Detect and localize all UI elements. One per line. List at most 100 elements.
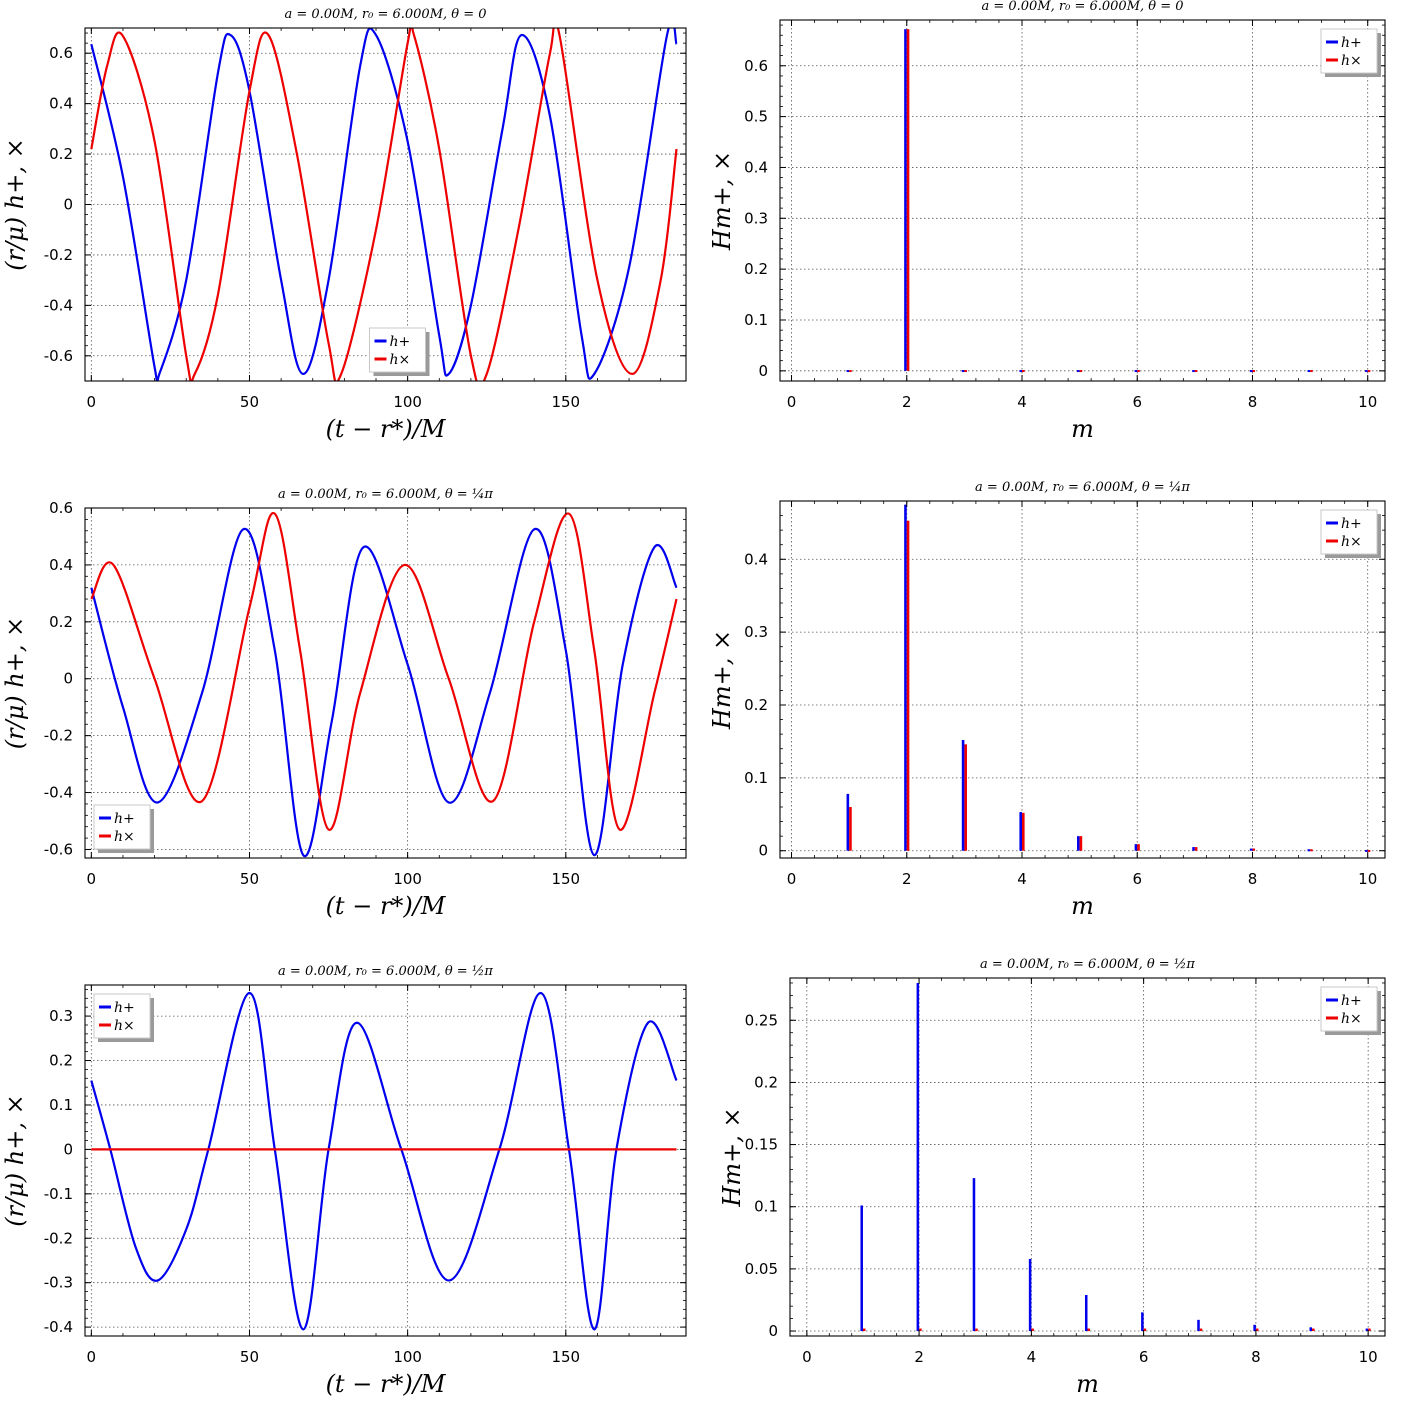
- bar-h-cross-m2: [906, 520, 910, 851]
- bar-h-cross-m1: [849, 807, 852, 851]
- y-tick-label: 0.1: [744, 311, 768, 329]
- legend-label-h-plus: h+: [1341, 516, 1362, 532]
- bar-h-cross-m10: [1368, 1328, 1371, 1332]
- y-tick-label: 0.6: [744, 57, 768, 75]
- bar-h-plus-m6: [1134, 844, 1138, 851]
- x-axis-label: (t − r*)/M: [326, 1370, 447, 1398]
- bar-h-cross-m7: [1194, 370, 1198, 373]
- bar-h-plus-m10: [1365, 849, 1368, 852]
- legend-label-h-cross: h×: [1341, 53, 1362, 69]
- y-tick-label: 0: [63, 1140, 73, 1158]
- x-tick-label: 4: [1017, 393, 1027, 411]
- bar-h-cross-m9: [1310, 370, 1313, 373]
- bar-h-plus-m5: [1077, 370, 1080, 373]
- bar-h-cross-m7: [1199, 1328, 1203, 1332]
- waveform-plot-theta-0: a = 0.00M, r₀ = 6.000M, θ = 0 0 50 100 150 -0…: [1, 7, 687, 443]
- bar-h-cross-m1: [862, 1328, 866, 1332]
- bar-h-plus-m8: [1253, 1324, 1256, 1332]
- x-tick-label: 0: [87, 870, 97, 888]
- y-tick-label: 0.3: [744, 209, 768, 227]
- y-tick-label: 0.2: [49, 613, 73, 631]
- chart-title: a = 0.00M, r₀ = 6.000M, θ = ¼π: [975, 480, 1190, 495]
- x-tick-label: 2: [914, 1348, 924, 1366]
- y-tick-label: 0.1: [49, 1096, 73, 1114]
- y-tick-label: 0.6: [49, 44, 73, 62]
- series-layer: [90, 991, 678, 1331]
- y-axis-label: Hm+, ×: [708, 630, 736, 730]
- x-tick-label: 6: [1132, 870, 1142, 888]
- x-tick-label: 50: [240, 870, 259, 888]
- bar-h-plus-m1: [846, 793, 850, 851]
- ticks: 0 2 4 6 8 10 0 0.05 0.1 0.15 0.2 0.25: [745, 978, 1385, 1366]
- bar-h-cross-m8: [1255, 1328, 1259, 1332]
- y-axis-label: Hm+, ×: [718, 1107, 746, 1207]
- legend: h+ h×: [1320, 509, 1381, 558]
- y-tick-label: -0.2: [44, 246, 73, 264]
- plot-frame: [789, 977, 1386, 1337]
- waveform-plot-theta-half-pi: a = 0.00M, r₀ = 6.000M, θ = ½π 0 50 100 150 -…: [1, 964, 687, 1398]
- x-tick-label: 10: [1359, 1348, 1378, 1366]
- spectrum-plot-theta-half-pi: a = 0.00M, r₀ = 6.000M, θ = ½π 0 2 4 6 8 10 0 0.…: [718, 957, 1386, 1398]
- bar-h-plus-m7: [1192, 370, 1195, 373]
- legend-label-h-cross: h×: [114, 829, 135, 845]
- bar-h-cross-m10: [1367, 849, 1371, 852]
- bar-h-cross-m8: [1252, 848, 1256, 851]
- x-tick-label: 150: [551, 870, 580, 888]
- bar-h-cross-m8: [1252, 370, 1256, 373]
- legend-box: [1320, 509, 1378, 555]
- y-tick-label: 0.1: [744, 769, 768, 787]
- series-line-h-cross: [90, 512, 678, 831]
- y-tick-label: 0: [758, 362, 768, 380]
- ticks: 0 2 4 6 8 10 0 0.1 0.2 0.3 0.4: [744, 501, 1385, 888]
- bar-h-cross-m6: [1143, 1328, 1147, 1332]
- bar-h-cross-m7: [1194, 847, 1198, 851]
- bar-h-plus-m3: [972, 1178, 976, 1332]
- legend: h+ h×: [93, 804, 154, 853]
- x-tick-label: 2: [902, 870, 912, 888]
- bar-h-plus-m3: [961, 370, 965, 373]
- x-tick-label: 0: [787, 393, 797, 411]
- y-tick-label: 0.2: [49, 1052, 73, 1070]
- y-tick-label: 0.4: [49, 556, 73, 574]
- y-tick-label: 0.6: [49, 499, 73, 517]
- x-tick-label: 10: [1358, 870, 1377, 888]
- y-tick-label: 0.3: [744, 623, 768, 641]
- bar-h-plus-m7: [1192, 847, 1195, 851]
- legend: h+ h×: [1320, 986, 1381, 1035]
- y-tick-label: -0.6: [44, 840, 73, 858]
- x-tick-label: 100: [393, 870, 422, 888]
- bar-h-cross-m6: [1137, 370, 1140, 373]
- plot-frame: [779, 500, 1386, 859]
- legend: h+ h×: [1320, 28, 1381, 77]
- series-line-h-cross: [90, 28, 678, 381]
- x-tick-label: 150: [551, 1348, 580, 1366]
- y-tick-label: 0.4: [744, 550, 768, 568]
- grid: [780, 20, 1385, 381]
- y-tick-label: 0.3: [49, 1007, 73, 1025]
- legend-label-h-plus: h+: [1341, 35, 1362, 51]
- x-axis-label: (t − r*)/M: [326, 415, 447, 443]
- y-tick-label: 0.5: [744, 108, 768, 126]
- x-tick-label: 50: [240, 393, 259, 411]
- x-axis-label: m: [1076, 1370, 1099, 1398]
- bar-h-plus-m8: [1249, 370, 1253, 373]
- series-layer: [846, 29, 1371, 373]
- y-tick-label: -0.3: [44, 1274, 73, 1292]
- series-line-h-plus: [90, 527, 678, 858]
- bar-h-cross-m5: [1079, 836, 1083, 851]
- bar-h-cross-m4: [1022, 812, 1025, 851]
- y-axis-label: Hm+, ×: [708, 151, 736, 251]
- y-tick-label: 0: [63, 196, 73, 214]
- x-tick-label: 6: [1132, 393, 1142, 411]
- bar-h-plus-m1: [846, 370, 850, 373]
- plot-frame: [779, 19, 1386, 382]
- bar-h-plus-m2: [916, 982, 920, 1332]
- y-tick-label: 0.2: [754, 1073, 778, 1091]
- grid: [85, 985, 686, 1336]
- series-layer: [90, 28, 678, 381]
- bar-h-plus-m4: [1028, 1258, 1032, 1332]
- y-tick-label: 0: [758, 842, 768, 860]
- bar-h-plus-m4: [1019, 370, 1022, 373]
- legend-label-h-cross: h×: [1341, 534, 1362, 550]
- chart-title: a = 0.00M, r₀ = 6.000M, θ = 0: [284, 7, 486, 22]
